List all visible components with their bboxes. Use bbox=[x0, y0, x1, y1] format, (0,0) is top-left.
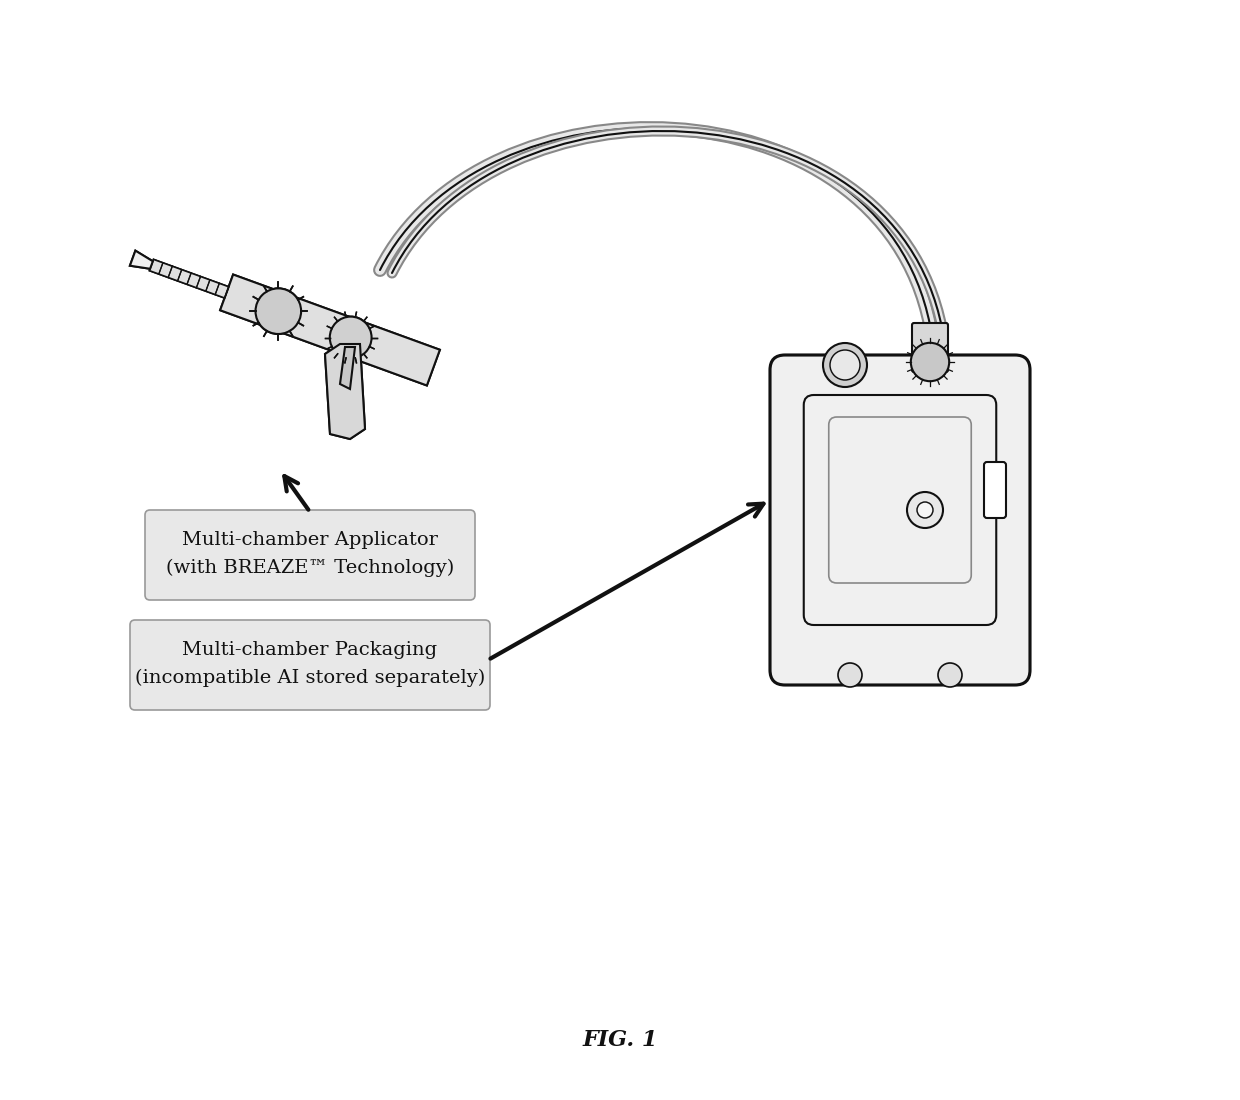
Circle shape bbox=[906, 492, 942, 528]
Text: (incompatible AI stored separately): (incompatible AI stored separately) bbox=[135, 669, 485, 688]
Circle shape bbox=[838, 663, 862, 688]
FancyBboxPatch shape bbox=[145, 510, 475, 600]
Circle shape bbox=[830, 350, 861, 380]
Circle shape bbox=[330, 317, 372, 359]
Polygon shape bbox=[149, 260, 228, 298]
Circle shape bbox=[823, 343, 867, 387]
Text: Multi-chamber Applicator: Multi-chamber Applicator bbox=[182, 531, 438, 549]
Polygon shape bbox=[130, 251, 153, 268]
Circle shape bbox=[911, 343, 949, 382]
Circle shape bbox=[330, 317, 372, 359]
Text: (with BREAZE™ Technology): (with BREAZE™ Technology) bbox=[166, 559, 454, 578]
Circle shape bbox=[255, 288, 301, 334]
Text: FIG. 1: FIG. 1 bbox=[583, 1028, 657, 1050]
Polygon shape bbox=[221, 275, 440, 385]
FancyBboxPatch shape bbox=[911, 323, 949, 372]
Circle shape bbox=[918, 502, 932, 518]
Polygon shape bbox=[325, 344, 365, 439]
Polygon shape bbox=[340, 346, 355, 389]
Polygon shape bbox=[340, 346, 355, 389]
Polygon shape bbox=[149, 260, 228, 298]
FancyBboxPatch shape bbox=[985, 462, 1006, 518]
FancyBboxPatch shape bbox=[770, 355, 1030, 685]
Circle shape bbox=[255, 288, 301, 334]
Circle shape bbox=[937, 663, 962, 688]
Polygon shape bbox=[221, 275, 440, 385]
Polygon shape bbox=[130, 251, 153, 268]
Polygon shape bbox=[325, 344, 365, 439]
Text: Multi-chamber Packaging: Multi-chamber Packaging bbox=[182, 641, 438, 659]
FancyBboxPatch shape bbox=[130, 620, 490, 710]
